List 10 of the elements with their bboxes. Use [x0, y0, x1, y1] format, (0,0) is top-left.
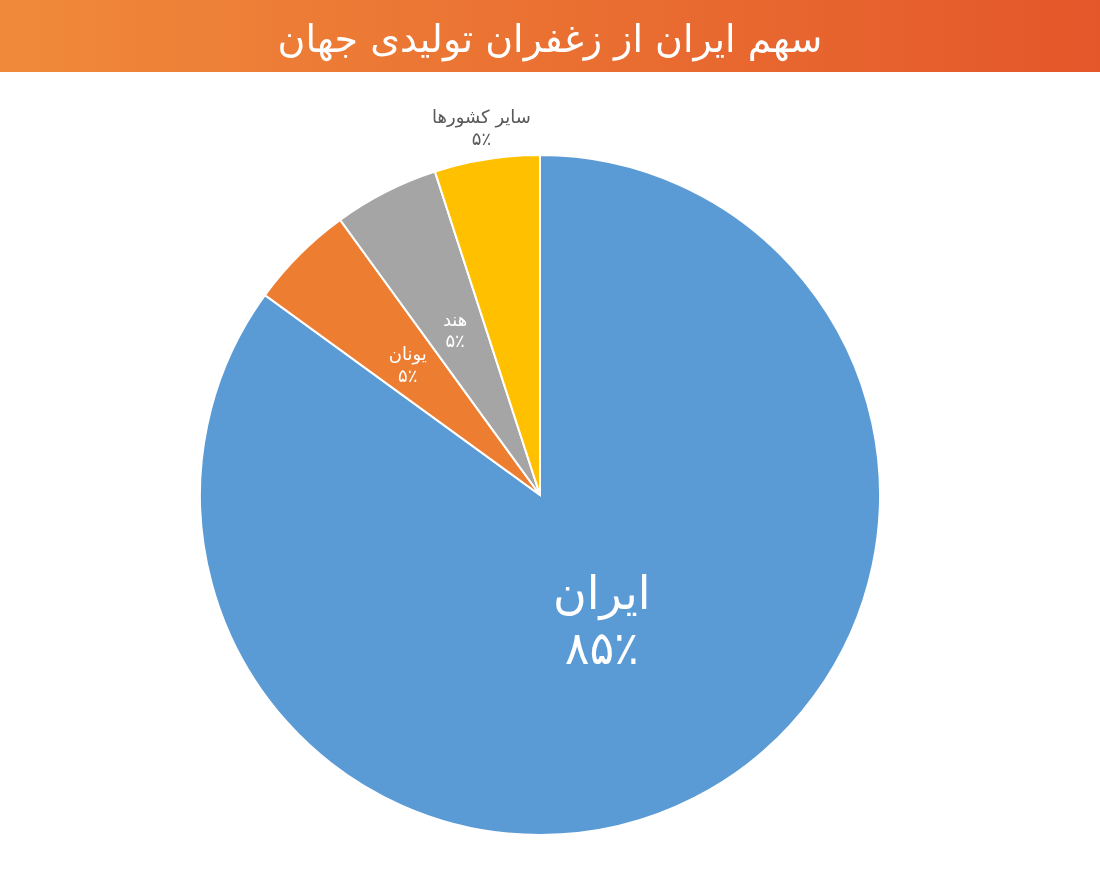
data-label: ۵٪: [445, 330, 465, 352]
slice-label: یونان: [388, 343, 427, 366]
chart-title: سهم ایران از زغفران تولیدی جهان: [277, 17, 823, 62]
slice-label: سایر کشورها: [432, 105, 531, 128]
slice-label: هند: [442, 308, 468, 330]
data-label: ۵٪: [398, 364, 418, 386]
data-label: ۵٪: [471, 127, 492, 149]
pie-slice: [199, 154, 881, 836]
slice-label: ایران: [552, 566, 651, 622]
data-label: ۸۵٪: [564, 621, 639, 676]
